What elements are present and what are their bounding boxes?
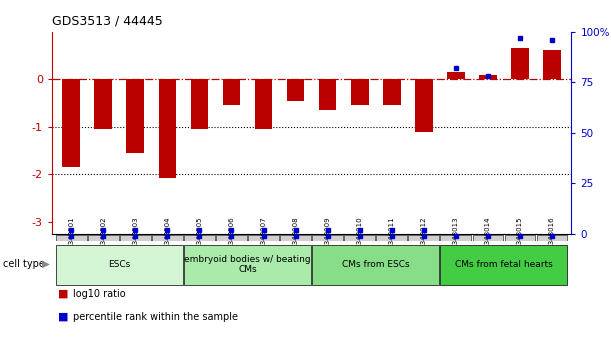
Text: GSM348012: GSM348012 — [421, 217, 427, 259]
Bar — [383, 79, 401, 105]
Bar — [408, 235, 439, 241]
Text: GSM348011: GSM348011 — [389, 217, 395, 259]
Text: GSM348003: GSM348003 — [133, 217, 138, 259]
Text: GSM348008: GSM348008 — [293, 217, 299, 259]
Bar — [543, 50, 561, 79]
Bar — [441, 235, 471, 241]
Text: embryoid bodies w/ beating
CMs: embryoid bodies w/ beating CMs — [184, 255, 311, 274]
Text: GSM348009: GSM348009 — [324, 217, 331, 259]
Bar — [255, 79, 273, 129]
Text: ■: ■ — [58, 312, 68, 321]
Bar — [319, 79, 337, 110]
Text: GSM348014: GSM348014 — [485, 217, 491, 259]
Text: GSM348010: GSM348010 — [357, 217, 363, 259]
Text: GSM348016: GSM348016 — [549, 217, 555, 259]
Bar — [351, 79, 368, 105]
Bar — [511, 48, 529, 79]
Bar — [191, 79, 208, 129]
Text: cell type: cell type — [3, 259, 45, 269]
Text: ESCs: ESCs — [108, 260, 130, 269]
Bar — [158, 79, 176, 178]
Bar — [184, 245, 311, 285]
Bar — [345, 235, 375, 241]
Bar — [216, 235, 247, 241]
Bar — [536, 235, 568, 241]
Text: CMs from ESCs: CMs from ESCs — [342, 260, 409, 269]
Bar — [415, 79, 433, 132]
Text: log10 ratio: log10 ratio — [73, 289, 126, 298]
Bar — [56, 235, 87, 241]
Text: GSM348006: GSM348006 — [229, 217, 235, 259]
Text: ▶: ▶ — [42, 259, 49, 269]
Text: CMs from fetal hearts: CMs from fetal hearts — [455, 260, 553, 269]
Bar — [287, 79, 304, 101]
Bar — [152, 235, 183, 241]
Bar — [472, 235, 503, 241]
Bar — [312, 235, 343, 241]
Bar — [95, 79, 112, 129]
Bar — [184, 235, 215, 241]
Bar — [248, 235, 279, 241]
Text: GSM348013: GSM348013 — [453, 217, 459, 259]
Bar — [447, 72, 465, 79]
Bar — [62, 79, 80, 167]
Text: GDS3513 / 44445: GDS3513 / 44445 — [52, 14, 163, 27]
Bar — [505, 235, 535, 241]
Text: GSM348015: GSM348015 — [517, 217, 523, 259]
Text: percentile rank within the sample: percentile rank within the sample — [73, 312, 238, 321]
Bar — [88, 235, 119, 241]
Text: GSM348001: GSM348001 — [68, 217, 74, 259]
Text: ■: ■ — [58, 289, 68, 298]
Bar — [376, 235, 407, 241]
Bar — [479, 75, 497, 79]
Bar — [120, 235, 151, 241]
Bar — [56, 245, 183, 285]
Text: GSM348005: GSM348005 — [196, 217, 202, 259]
Bar — [126, 79, 144, 153]
Text: GSM348002: GSM348002 — [100, 217, 106, 259]
Text: GSM348004: GSM348004 — [164, 217, 170, 259]
Bar — [280, 235, 311, 241]
Bar — [312, 245, 439, 285]
Bar — [222, 79, 240, 105]
Text: GSM348007: GSM348007 — [260, 217, 266, 259]
Bar — [441, 245, 568, 285]
